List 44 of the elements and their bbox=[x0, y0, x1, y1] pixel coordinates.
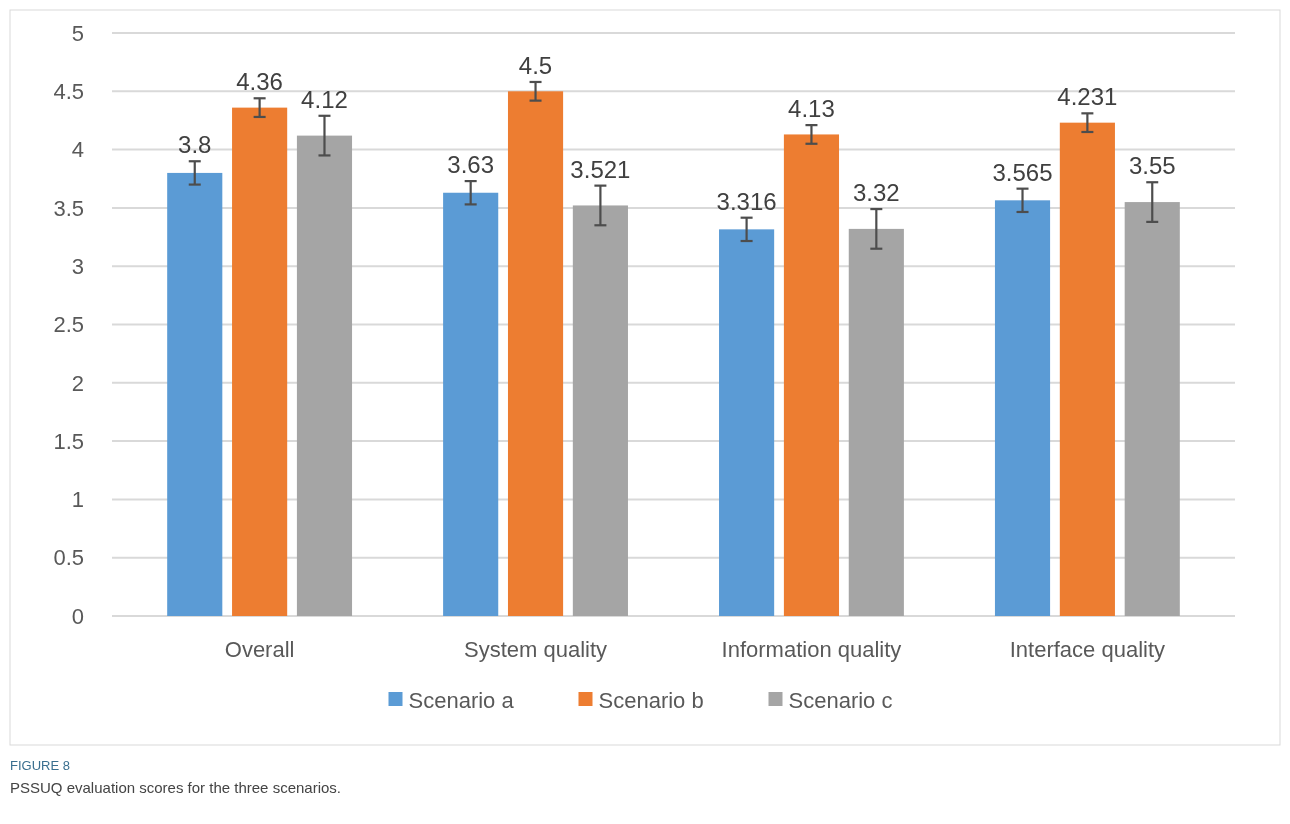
data-label: 3.521 bbox=[570, 155, 631, 183]
y-tick-label: 1.5 bbox=[53, 428, 84, 454]
bar bbox=[783, 134, 840, 616]
bar bbox=[232, 107, 288, 616]
legend-label: Scenario a bbox=[408, 687, 515, 713]
y-tick-label: 2 bbox=[71, 370, 84, 396]
data-label: 3.63 bbox=[447, 151, 495, 179]
data-label: 4.13 bbox=[788, 95, 835, 123]
x-tick-label: System quality bbox=[464, 637, 608, 662]
data-label: 3.316 bbox=[716, 187, 777, 215]
bar bbox=[1124, 202, 1180, 616]
text: PSSUQ evaluation scores for the three scenarios. bbox=[10, 779, 341, 796]
legend-label: Scenario b bbox=[598, 687, 704, 713]
bar bbox=[994, 200, 1051, 616]
y-tick-label: 1 bbox=[71, 487, 84, 513]
data-label: 3.565 bbox=[992, 158, 1053, 186]
y-tick-label: 0.5 bbox=[53, 545, 84, 571]
bar bbox=[296, 135, 353, 616]
bar bbox=[719, 229, 775, 616]
bar bbox=[572, 205, 628, 616]
x-tick-label: Information quality bbox=[721, 637, 902, 662]
data-label: 3.32 bbox=[852, 179, 900, 207]
data-label: 4.231 bbox=[1057, 83, 1118, 111]
y-tick-label: 3 bbox=[71, 253, 84, 279]
x-tick-label: Interface quality bbox=[1009, 637, 1166, 662]
bar bbox=[848, 228, 904, 616]
bar bbox=[1059, 122, 1115, 616]
y-tick-label: 0 bbox=[71, 603, 84, 629]
data-label: 4.5 bbox=[518, 51, 553, 79]
y-tick-label: 5 bbox=[71, 20, 84, 46]
bar bbox=[167, 172, 223, 616]
y-tick-label: 3.5 bbox=[53, 195, 84, 221]
x-tick-label: Overall bbox=[224, 637, 295, 662]
bar bbox=[443, 192, 499, 616]
data-label: 4.36 bbox=[236, 68, 283, 96]
y-tick-label: 4 bbox=[71, 137, 84, 163]
data-label: 3.55 bbox=[1128, 152, 1176, 180]
y-tick-label: 4.5 bbox=[53, 79, 84, 104]
data-label: 4.12 bbox=[301, 85, 348, 113]
bar bbox=[507, 91, 564, 616]
caption: FIGURE 8 bbox=[10, 758, 70, 773]
y-tick-label: 2.5 bbox=[53, 312, 84, 338]
data-label: 3.8 bbox=[178, 131, 212, 159]
legend-label: Scenario c bbox=[788, 687, 893, 713]
